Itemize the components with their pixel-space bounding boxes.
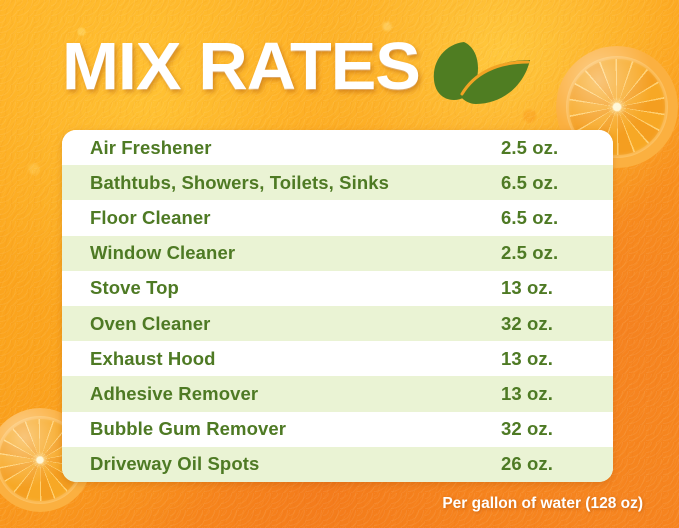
table-cell-label: Driveway Oil Spots xyxy=(90,453,260,475)
orange-slice-icon xyxy=(556,46,678,168)
table-cell-label: Bubble Gum Remover xyxy=(90,418,287,440)
table-cell-label: Bathtubs, Showers, Toilets, Sinks xyxy=(90,171,390,193)
table-cell-value: 2.5 oz. xyxy=(501,242,559,264)
table-cell-value: 6.5 oz. xyxy=(501,207,559,228)
table-cell-label: Floor Cleaner xyxy=(90,207,211,228)
table-row: Air Freshener 2.5 oz. xyxy=(62,130,613,166)
mix-rates-table-card: Air Freshener 2.5 oz. Bathtubs, Showers,… xyxy=(62,130,613,482)
table-row: Window Cleaner 2.5 oz. xyxy=(62,235,613,271)
table-cell-value: 13 oz. xyxy=(501,383,554,405)
table-cell-value: 32 oz. xyxy=(501,312,554,334)
table-cell-label: Window Cleaner xyxy=(90,242,236,264)
table-row: Driveway Oil Spots 26 oz. xyxy=(62,446,613,482)
table-cell-value: 32 oz. xyxy=(501,418,554,440)
table-cell-value: 6.5 oz. xyxy=(501,171,559,193)
table-row: Bathtubs, Showers, Toilets, Sinks 6.5 oz… xyxy=(62,165,613,201)
table-row: Exhaust Hood 13 oz. xyxy=(62,341,613,377)
table-cell-label: Exhaust Hood xyxy=(90,347,216,369)
table-cell-value: 2.5 oz. xyxy=(501,136,559,158)
table-cell-value: 26 oz. xyxy=(501,453,554,475)
table-row: Adhesive Remover 13 oz. xyxy=(62,376,613,412)
table-row: Oven Cleaner 32 oz. xyxy=(62,306,613,342)
table-cell-label: Air Freshener xyxy=(90,136,212,158)
table-cell-value: 13 oz. xyxy=(501,347,554,369)
leaves-icon xyxy=(424,34,540,112)
footer-note: Per gallon of water (128 oz) xyxy=(442,495,643,512)
table-cell-label: Adhesive Remover xyxy=(90,383,259,405)
page-title: MIX RATES xyxy=(62,29,421,104)
table-row: Bubble Gum Remover 32 oz. xyxy=(62,411,613,447)
table-cell-label: Oven Cleaner xyxy=(90,312,211,334)
table-row: Stove Top 13 oz. xyxy=(62,270,613,307)
table-cell-value: 13 oz. xyxy=(501,277,554,299)
table-row: Floor Cleaner 6.5 oz. xyxy=(62,200,613,236)
mix-rates-table: Air Freshener 2.5 oz. Bathtubs, Showers,… xyxy=(62,130,613,482)
table-cell-label: Stove Top xyxy=(90,277,179,299)
